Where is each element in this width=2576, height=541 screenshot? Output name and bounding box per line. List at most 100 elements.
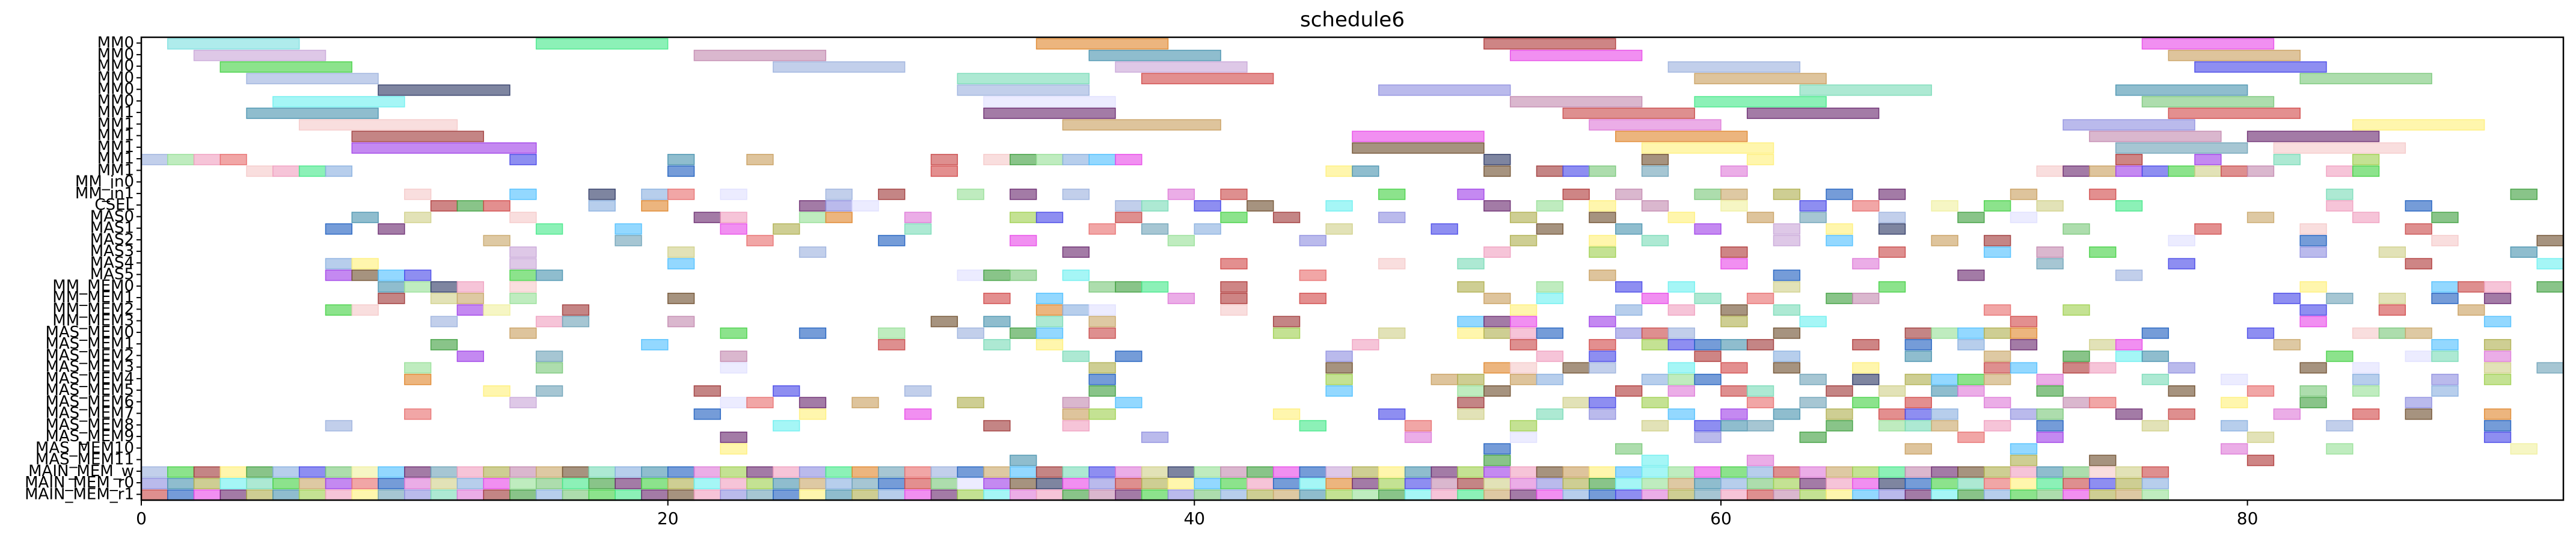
schedule-bar <box>2115 84 2248 96</box>
schedule-bar <box>1010 466 1037 478</box>
schedule-bar <box>456 466 484 478</box>
y-tick-label: MM0 <box>97 81 134 99</box>
schedule-bar <box>2352 212 2380 224</box>
y-tick-label: CSEL <box>94 196 134 214</box>
schedule-bar <box>1931 489 1958 501</box>
schedule-bar <box>535 478 563 489</box>
plot-frame <box>140 36 2565 501</box>
schedule-bar <box>167 466 195 478</box>
schedule-bar <box>957 489 984 501</box>
schedule-bar <box>483 489 511 501</box>
y-tick-label: MAS_MEM4 <box>45 370 134 388</box>
schedule-bar <box>1799 397 1827 409</box>
schedule-bar <box>1272 466 1301 478</box>
schedule-bar <box>298 478 327 489</box>
schedule-bar <box>509 327 537 339</box>
schedule-bar <box>1088 327 1116 339</box>
schedule-bar <box>272 478 300 489</box>
schedule-bar <box>351 489 379 501</box>
schedule-bar <box>1773 281 1801 293</box>
schedule-bar <box>1746 385 1774 397</box>
schedule-bar <box>1667 212 1695 224</box>
schedule-bar <box>535 466 563 478</box>
schedule-bar <box>2010 478 2038 489</box>
y-tick-label: MAS_MEM8 <box>45 416 134 434</box>
schedule-bar <box>2299 281 2327 293</box>
schedule-bar <box>2089 362 2117 374</box>
schedule-bar <box>1325 478 1353 489</box>
schedule-bar <box>1062 246 1090 258</box>
schedule-bar <box>1378 258 1406 270</box>
schedule-bar <box>1457 385 1485 397</box>
schedule-bar <box>1589 350 1616 362</box>
schedule-bar <box>2405 258 2432 270</box>
schedule-bar <box>2510 188 2538 200</box>
schedule-bar <box>2036 420 2064 432</box>
schedule-bar <box>1062 397 1090 409</box>
schedule-bar <box>2352 408 2380 420</box>
schedule-bar <box>1088 154 1116 165</box>
schedule-bar <box>641 200 669 212</box>
schedule-bar <box>1483 316 1511 328</box>
schedule-bar <box>1509 327 1538 339</box>
schedule-bar <box>1220 258 1248 270</box>
schedule-bar <box>1272 408 1301 420</box>
schedule-bar <box>1167 478 1195 489</box>
schedule-bar <box>2352 327 2380 339</box>
schedule-bar <box>1589 212 1616 224</box>
schedule-bar <box>1404 478 1432 489</box>
schedule-bar <box>1115 478 1142 489</box>
schedule-bar <box>1589 200 1616 212</box>
schedule-bar <box>562 304 590 316</box>
schedule-bar <box>1167 188 1195 200</box>
schedule-bar <box>825 489 853 501</box>
schedule-bar <box>1589 362 1616 374</box>
schedule-bar <box>2405 223 2432 235</box>
schedule-bar <box>1115 397 1142 409</box>
schedule-bar <box>773 223 800 235</box>
schedule-bar <box>1984 362 2011 374</box>
schedule-bar <box>1325 373 1353 385</box>
y-tick-label: MAS4 <box>90 254 134 272</box>
schedule-bar <box>1641 466 1669 478</box>
schedule-bar <box>298 489 327 501</box>
schedule-bar <box>246 73 379 85</box>
schedule-bar <box>1536 327 1564 339</box>
schedule-bar <box>1220 489 1248 501</box>
schedule-bar <box>799 489 827 501</box>
schedule-bar <box>746 397 774 409</box>
schedule-bar <box>983 420 1011 432</box>
schedule-bar <box>1509 212 1538 224</box>
schedule-bar <box>588 466 616 478</box>
schedule-bar <box>1615 327 1643 339</box>
schedule-bar <box>693 489 721 501</box>
x-axis-ticks: 0 20 40 60 80 <box>136 500 2258 528</box>
schedule-bar <box>2221 443 2248 455</box>
schedule-bar <box>2352 154 2380 165</box>
schedule-bar <box>1641 234 1669 246</box>
schedule-bar <box>1141 466 1169 478</box>
schedule-bar <box>1615 489 1643 501</box>
schedule-bar <box>1984 200 2011 212</box>
schedule-bar <box>562 478 590 489</box>
schedule-bar <box>1115 154 1142 165</box>
schedule-bar <box>2378 304 2406 316</box>
schedule-bar <box>2141 38 2275 50</box>
schedule-bar <box>2010 212 2038 224</box>
schedule-bar <box>1746 420 1774 432</box>
schedule-bar <box>2168 108 2301 119</box>
schedule-bar <box>1773 234 1801 246</box>
schedule-bar <box>957 466 984 478</box>
schedule-bar <box>1641 293 1669 304</box>
schedule-bar <box>2115 165 2143 177</box>
schedule-bar <box>1904 420 1932 432</box>
schedule-bar <box>2062 350 2090 362</box>
schedule-bar <box>1010 269 1037 281</box>
schedule-bar <box>1589 339 1616 350</box>
schedule-bar <box>1272 327 1301 339</box>
schedule-bar <box>1325 385 1353 397</box>
schedule-bar <box>246 489 274 501</box>
schedule-bar <box>1088 316 1116 328</box>
schedule-bar <box>2483 408 2512 420</box>
schedule-bar <box>2168 49 2301 61</box>
